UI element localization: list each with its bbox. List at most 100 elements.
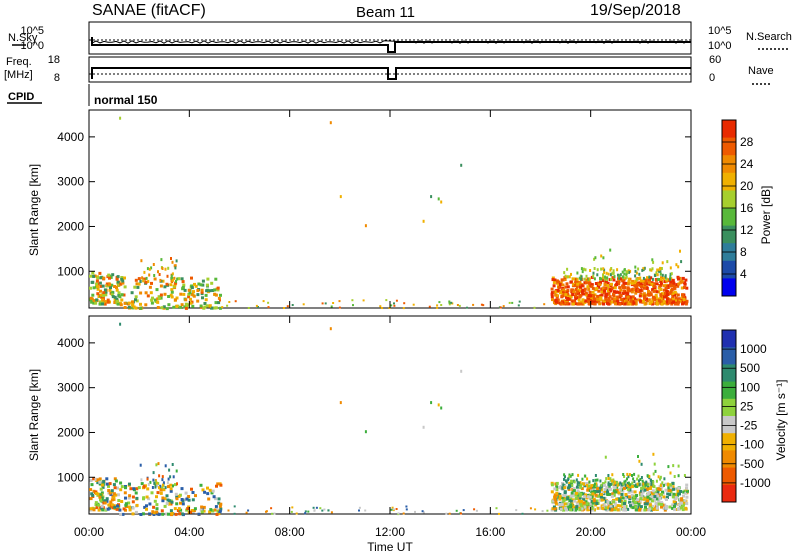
range-cell [607,484,611,488]
range-cell [578,508,582,512]
range-cell [201,283,205,287]
range-cell [158,273,161,276]
power-colorbar-segment [722,190,736,209]
range-cell [669,280,673,284]
power-colorbar-tick-label: 24 [740,157,754,171]
range-cell [609,248,612,252]
velocity-colorbar-segment [722,467,736,486]
range-cell [592,274,595,278]
range-cell [651,297,655,301]
velocity-colorbar-segment [722,330,736,348]
date-label: 19/Sep/2018 [590,2,681,19]
range-cell [554,500,558,504]
range-cell [600,290,604,294]
range-cell [152,478,155,482]
range-cell [550,287,554,291]
range-cell [626,295,630,299]
range-cell [202,509,206,513]
range-cell [131,512,135,516]
range-cell [327,509,330,512]
range-cell [563,491,567,495]
range-cell [572,487,576,491]
range-cell [395,508,398,510]
range-cell [113,477,117,481]
range-cell [182,292,186,296]
range-cell [162,481,165,485]
range-cell [673,293,677,297]
range-cell [647,491,651,495]
range-cell [158,474,161,478]
range-cell [592,299,596,303]
freq-tick-8: 8 [54,72,60,84]
range-cell [455,509,458,512]
range-cell [617,279,621,283]
range-cell [683,285,687,289]
range-cell [564,274,567,278]
range-cell [605,485,609,489]
range-cell [593,301,597,305]
range-cell [613,297,617,301]
range-cell [652,472,655,476]
range-cell [586,488,590,492]
range-cell [664,286,668,290]
range-cell [577,298,581,302]
range-cell [163,504,167,508]
range-cell [108,482,112,486]
range-cell [90,483,94,487]
range-cell [150,491,154,495]
range-cell [94,301,98,305]
range-cell [205,283,209,287]
range-cell [265,510,267,513]
range-cell [619,288,623,292]
range-cell [329,327,332,331]
range-cell [116,299,119,303]
range-cell [172,305,176,309]
range-cell [585,293,589,297]
range-cell [673,504,676,508]
range-cell [572,290,576,293]
range-cell [267,301,270,304]
range-cell [659,288,663,291]
range-cell [157,512,161,516]
range-cell [613,286,617,290]
range-cell [574,294,578,298]
range-cell [643,294,647,298]
range-cell [437,403,440,407]
y-tick-label: 1000 [57,470,84,484]
range-cell [656,494,660,498]
range-cell [652,289,656,293]
range-cell [655,302,659,306]
range-cell [672,464,675,468]
velocity-colorbar-tick-label: -100 [740,438,764,452]
range-cell [586,477,589,481]
range-cell [634,291,638,295]
range-cell [100,483,104,487]
range-cell [572,282,576,286]
range-cell [183,498,186,502]
range-cell [672,287,676,291]
range-cell [631,481,634,485]
range-cell [169,489,173,493]
range-cell [466,306,468,309]
range-cell [638,483,641,487]
range-cell [571,479,574,483]
range-cell [675,263,678,267]
range-cell [146,477,149,481]
range-cell [665,498,668,501]
range-cell [116,275,120,279]
range-cell [601,287,605,291]
range-cell [561,283,565,287]
range-cell [630,282,634,285]
range-cell [591,290,595,294]
range-cell [319,507,322,510]
range-cell [612,500,616,504]
range-cell [567,477,570,480]
range-cell [581,298,585,302]
range-cell [170,500,174,504]
range-cell [561,290,565,293]
x-tick-label: 00:00 [74,525,104,539]
range-cell [647,298,651,302]
range-cell [633,297,637,301]
range-cell [607,504,611,507]
range-cell [627,277,630,281]
